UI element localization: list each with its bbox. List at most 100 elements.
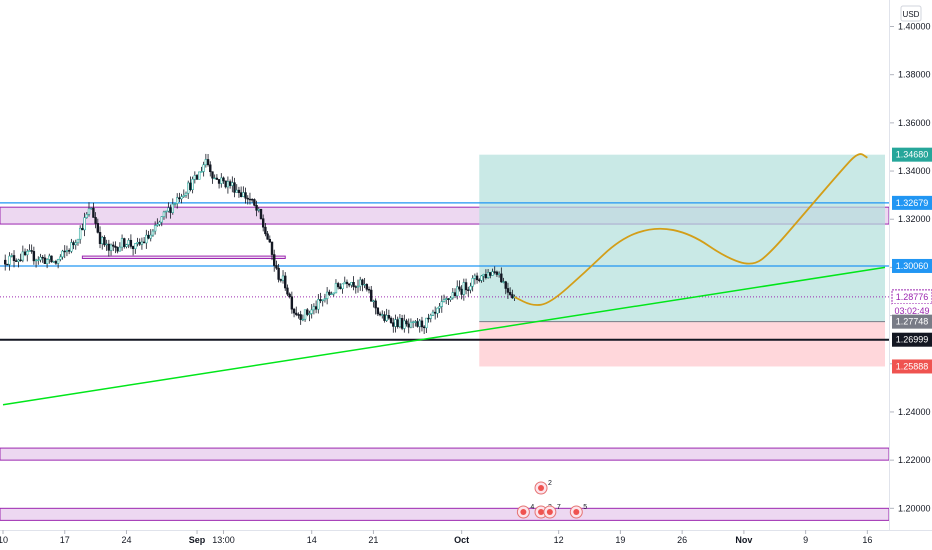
time-tick-label: 13:00 [212,535,235,545]
candle [418,318,421,333]
stop-price-tag[interactable]: 1.25888 [892,359,932,374]
candle-body [286,287,289,295]
candle [220,173,223,188]
candle [297,312,300,319]
profit-area[interactable] [479,154,885,322]
candle-body [226,181,230,188]
price-tick-label: 1.40000 [898,22,931,32]
candle [114,241,117,254]
candle-body [352,281,355,287]
time-tick-label: 14 [307,535,317,545]
economic-event[interactable]: 5 [569,504,587,519]
candle-body [193,175,197,180]
candle-body [26,251,29,256]
events-layer: 24375 [516,480,587,519]
time-axis[interactable]: 10 17 24 Sep 13:00 14 21 Oct 12 19 26 Nov 9 16 [0,530,932,550]
candle-body [292,308,296,314]
level-price-tag[interactable]: 1.32679 [892,195,932,210]
candle-body [420,320,424,328]
level-price-tag[interactable]: 1.30060 [892,258,932,273]
candle [4,254,7,271]
candle-body [228,181,232,186]
candle [279,278,283,283]
candle-body [215,177,219,180]
forecast-path[interactable] [514,153,868,306]
candle [359,276,362,291]
candle-body [56,259,60,264]
candle-body [34,259,38,262]
economic-event[interactable]: 2 [534,480,552,495]
time-tick-label: Sep [189,535,206,545]
candle-body [317,299,320,310]
candle [153,221,157,235]
candle [257,207,260,213]
candle-body [96,223,100,233]
candle [273,249,276,272]
candle [306,308,309,317]
long-position-tool[interactable] [479,154,885,367]
candle [319,292,322,304]
candle [506,282,510,299]
candle-body [74,242,77,246]
candle [213,174,216,180]
candle [250,198,254,203]
candle [107,239,111,257]
candle-body [109,244,113,251]
candle-body [145,234,148,244]
candle-body [65,250,69,252]
target-price-tag[interactable]: 1.34680 [892,147,932,162]
resistance-zone[interactable] [0,507,890,521]
candle [109,243,113,256]
candle [182,189,186,198]
time-tick-label: Nov [735,535,752,545]
trendline[interactable] [2,266,886,406]
loss-area[interactable] [479,321,885,367]
candle-body [506,288,510,293]
candle-body [268,238,272,243]
candle-body [246,197,249,200]
entry-price-tag[interactable]: 1.27748 [892,314,932,329]
candle [303,309,307,322]
candle [339,283,342,290]
candle-body [202,164,205,172]
stop-price-tag-box [892,359,932,374]
candle-body [164,210,168,213]
candle-body [136,241,139,244]
candle [191,176,194,194]
candle-body [158,221,161,225]
small-zone[interactable] [81,255,286,259]
candle [231,176,234,193]
candle-body [160,216,163,223]
countdown-tag[interactable]: 03:02:49 [892,303,932,318]
time-tick-label: 10 [0,535,8,545]
candle [209,161,212,177]
candle [78,225,82,244]
stop-price-tag-text: 1.25888 [896,361,929,371]
candle [56,258,60,269]
candle-body [394,319,397,327]
candle-body [105,243,108,246]
candle [414,319,417,327]
support-price-tag[interactable]: 1.26999 [892,332,932,347]
economic-event[interactable]: 7 [543,504,561,519]
resistance-zone[interactable] [0,447,890,461]
candle-body [129,239,133,247]
candle-body [101,237,104,244]
candle [169,204,172,219]
candle-body [489,272,492,276]
event-flag-dot [538,485,545,491]
candle-body [290,296,294,310]
current-price-tag[interactable]: 1.28776 [891,289,932,305]
candle [396,316,399,329]
candle [405,318,408,327]
candle [228,179,232,189]
candle-body [328,291,331,295]
candle [361,278,364,292]
candle-body [330,293,333,296]
economic-event[interactable]: 4 [516,504,534,519]
candle-body [116,247,119,252]
candle-body [134,243,137,250]
currency-badge[interactable] [900,5,922,22]
candle-body [456,286,459,297]
